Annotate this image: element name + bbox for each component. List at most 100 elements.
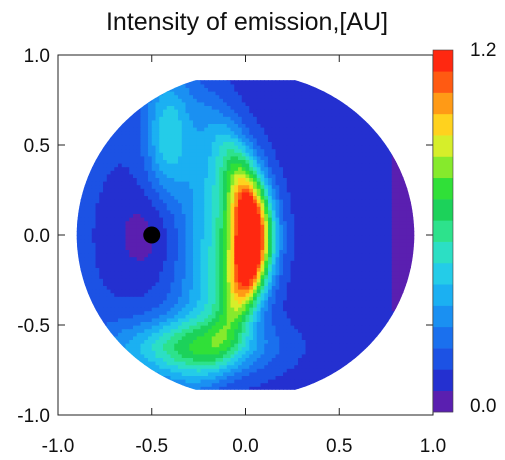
heatmap-cell <box>249 328 254 333</box>
heatmap-cell <box>328 260 333 265</box>
heatmap-cell <box>380 181 385 186</box>
heatmap-cell <box>166 307 172 312</box>
heatmap-cell <box>204 191 209 196</box>
heatmap-cell <box>88 213 93 218</box>
heatmap-cell <box>76 245 82 250</box>
heatmap-cell <box>219 317 224 322</box>
heatmap-cell <box>219 339 224 344</box>
heatmap-cell <box>189 181 194 186</box>
heatmap-cell <box>298 263 303 268</box>
heatmap-cell <box>279 350 284 355</box>
heatmap-cell <box>223 397 227 401</box>
heatmap-cell <box>163 357 168 362</box>
heatmap-cell <box>346 357 352 362</box>
heatmap-cell <box>155 321 160 326</box>
heatmap-cell <box>279 371 284 376</box>
heatmap-cell <box>339 353 344 358</box>
heatmap-cell <box>376 235 382 240</box>
heatmap-cell <box>264 227 269 232</box>
heatmap-cell <box>99 177 104 182</box>
heatmap-cell <box>114 177 119 182</box>
heatmap-cell <box>294 170 299 175</box>
heatmap-cell <box>320 188 325 193</box>
heatmap-cell <box>144 188 149 193</box>
heatmap-cell <box>279 321 284 326</box>
heatmap-cell <box>358 267 363 272</box>
heatmap-cell <box>76 253 78 258</box>
heatmap-cell <box>399 271 404 276</box>
heatmap-cell <box>200 307 205 312</box>
heatmap-cell <box>234 393 238 397</box>
heatmap-cell <box>335 361 340 366</box>
heatmap-cell <box>80 181 85 186</box>
heatmap-cell <box>129 173 134 178</box>
heatmap-cell <box>226 220 232 225</box>
heatmap-cell <box>185 231 190 236</box>
heatmap-cell <box>241 299 247 304</box>
heatmap-cell <box>121 292 127 297</box>
heatmap-cell <box>155 199 160 204</box>
heatmap-cell <box>193 328 198 333</box>
heatmap-cell <box>170 231 175 236</box>
heatmap-cell <box>189 375 194 380</box>
heatmap-cell <box>343 242 348 247</box>
heatmap-cell <box>170 285 175 290</box>
heatmap-cell <box>414 199 418 203</box>
heatmap-cell <box>275 235 280 240</box>
heatmap-cell <box>335 173 340 178</box>
heatmap-cell <box>215 346 220 351</box>
heatmap-cell <box>215 307 220 312</box>
heatmap-cell <box>339 350 344 355</box>
heatmap-cell <box>219 357 224 362</box>
heatmap-cell <box>403 202 408 207</box>
heatmap-cell <box>193 184 198 189</box>
heatmap-cell <box>249 390 253 394</box>
heatmap-cell <box>204 263 209 268</box>
heatmap-cell <box>200 202 205 207</box>
heatmap-cell <box>219 285 224 290</box>
heatmap-cell <box>301 202 307 207</box>
heatmap-cell <box>388 202 393 207</box>
heatmap-cell <box>260 238 265 243</box>
heatmap-cell <box>290 220 295 225</box>
heatmap-cell <box>264 195 269 200</box>
heatmap-cell <box>283 317 288 322</box>
heatmap-cell <box>301 224 307 229</box>
heatmap-cell <box>298 188 303 193</box>
heatmap-cell <box>155 278 160 283</box>
heatmap-cell <box>320 310 325 315</box>
heatmap-cell <box>301 332 307 337</box>
heatmap-cell <box>335 339 340 344</box>
heatmap-cell <box>151 256 157 261</box>
heatmap-cell <box>283 188 288 193</box>
heatmap-cell <box>200 343 205 348</box>
heatmap-cell <box>249 188 254 193</box>
heatmap-cell <box>166 382 172 387</box>
heatmap-cell <box>196 220 202 225</box>
heatmap-cell <box>290 181 295 186</box>
heatmap-cell <box>395 235 400 240</box>
heatmap-cell <box>181 307 187 312</box>
heatmap-cell <box>178 231 183 236</box>
heatmap-cell <box>223 350 228 355</box>
heatmap-cell <box>305 184 310 189</box>
heatmap-cell <box>339 206 344 211</box>
heatmap-cell <box>294 195 299 200</box>
heatmap-cell <box>369 328 374 333</box>
heatmap-cell <box>219 235 224 240</box>
heatmap-cell <box>301 263 307 268</box>
heatmap-cell <box>298 361 303 366</box>
heatmap-cell <box>320 346 325 351</box>
heatmap-cell <box>324 235 329 240</box>
heatmap-cell <box>376 199 382 204</box>
heatmap-cell <box>373 328 378 333</box>
heatmap-cell <box>125 202 130 207</box>
heatmap-cell <box>121 350 127 355</box>
heatmap-cell <box>193 321 198 326</box>
heatmap-cell <box>155 296 160 301</box>
heatmap-cell <box>328 195 333 200</box>
heatmap-cell <box>388 231 393 236</box>
heatmap-cell <box>361 339 367 344</box>
heatmap-cell <box>373 242 378 247</box>
heatmap-cell <box>313 299 318 304</box>
